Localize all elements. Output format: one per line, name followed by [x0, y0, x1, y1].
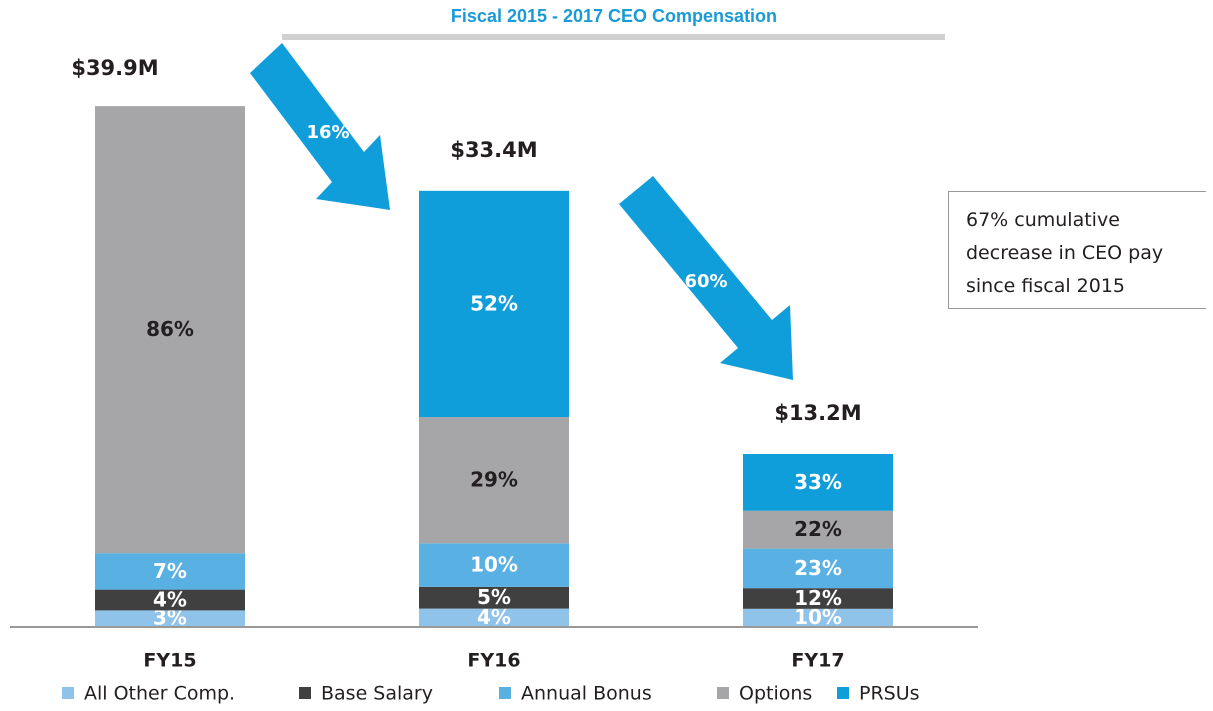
legend-swatch [299, 687, 311, 699]
total-label: $39.9M [71, 56, 158, 80]
legend-swatch [837, 687, 849, 699]
bar-segment [743, 548, 893, 589]
legend-swatch [499, 687, 511, 699]
value-label: 29% [470, 468, 518, 492]
legend-label: All Other Comp. [84, 683, 235, 705]
bar-segment [419, 417, 569, 544]
legend-swatch [62, 687, 74, 699]
bar-segment [95, 589, 245, 611]
value-label: 4% [153, 588, 187, 612]
legend-swatch [717, 687, 729, 699]
bar-segment [743, 510, 893, 549]
value-label: 7% [153, 559, 187, 583]
arrow [250, 43, 390, 210]
note-box: 67% cumulative decrease in CEO pay since… [948, 191, 1206, 309]
value-label: 52% [470, 291, 518, 315]
x-tick-label: FY16 [467, 650, 520, 672]
title-rule [282, 34, 945, 40]
bar-segment [743, 608, 893, 626]
bar-segment [95, 553, 245, 590]
value-label: 10% [470, 553, 518, 577]
value-label: 5% [477, 585, 511, 609]
value-label: 12% [794, 586, 842, 610]
legend-label: PRSUs [859, 683, 920, 705]
bar-segment [743, 588, 893, 609]
value-label: 4% [477, 605, 511, 629]
chart-title: Fiscal 2015 - 2017 CEO Compensation [451, 6, 777, 26]
total-label: $33.4M [450, 138, 537, 162]
bar-segment [743, 454, 893, 511]
bar-segment [95, 610, 245, 626]
arrow-label: 60% [684, 271, 727, 292]
legend-label: Base Salary [321, 683, 433, 705]
bar-segment [419, 190, 569, 418]
value-label: 10% [794, 605, 842, 629]
legend-label: Annual Bonus [521, 683, 652, 705]
legend-label: Options [739, 683, 812, 705]
bar-segment [419, 608, 569, 626]
arrow [619, 176, 793, 380]
total-label: $13.2M [774, 401, 861, 425]
value-label: 86% [146, 317, 194, 341]
value-label: 22% [794, 517, 842, 541]
x-tick-label: FY17 [791, 650, 844, 672]
bar-segment [419, 586, 569, 609]
bar-segment [419, 543, 569, 587]
value-label: 23% [794, 556, 842, 580]
x-tick-label: FY15 [143, 650, 196, 672]
value-label: 33% [794, 470, 842, 494]
bar-segment [95, 106, 245, 554]
arrow-label: 16% [306, 122, 349, 143]
